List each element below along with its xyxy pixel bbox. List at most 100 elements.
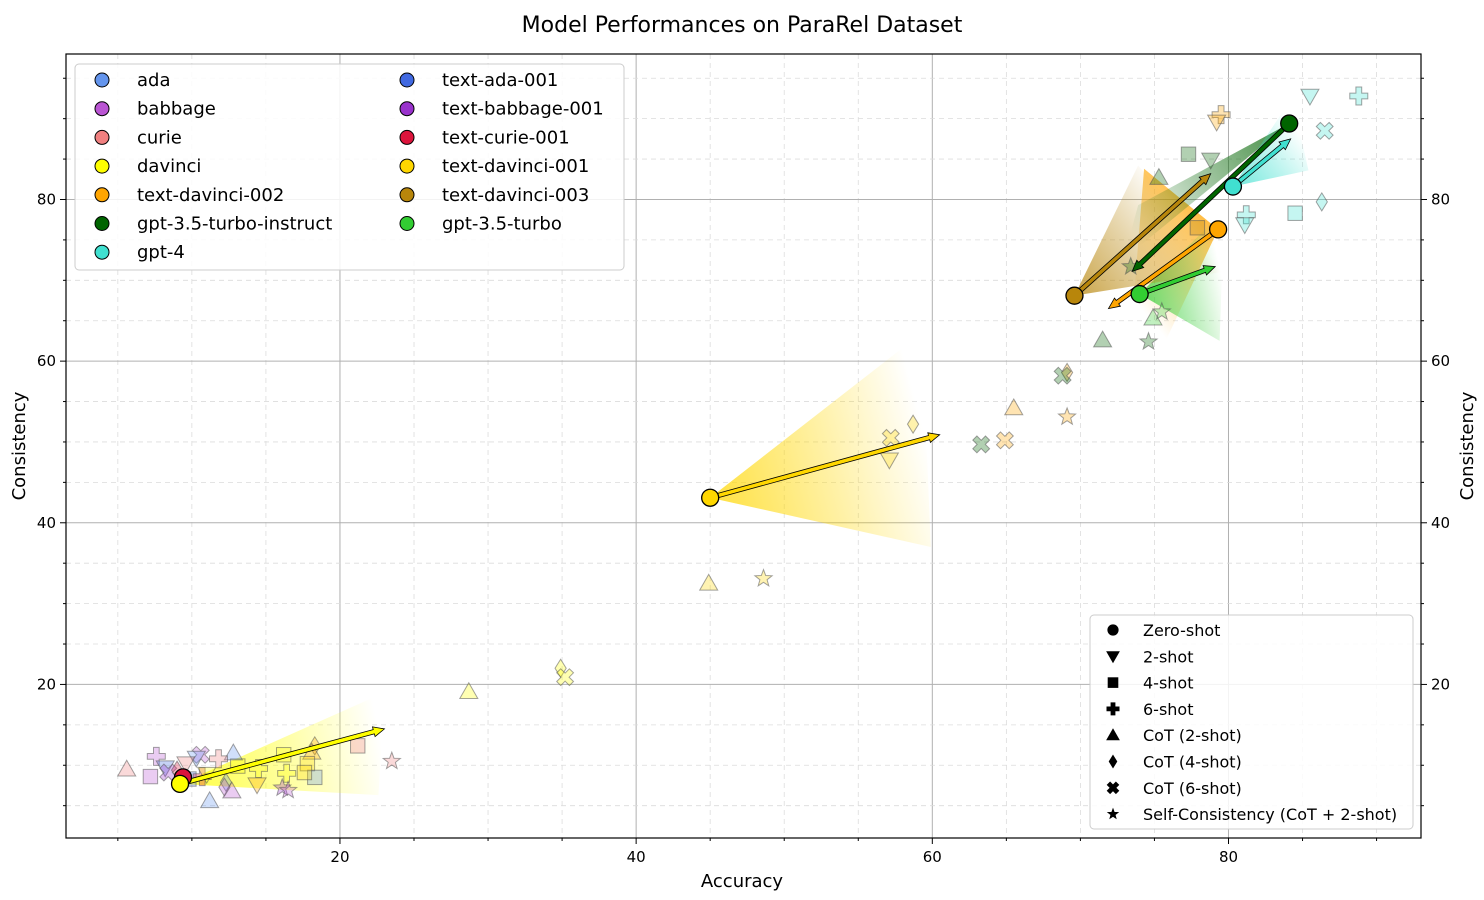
data-point bbox=[199, 790, 220, 809]
zero-shot-point bbox=[1208, 220, 1228, 239]
data-point bbox=[1211, 105, 1231, 125]
model-legend-marker bbox=[399, 129, 415, 145]
model-legend-marker bbox=[399, 187, 415, 203]
data-point bbox=[1234, 217, 1255, 235]
model-legend-label: text-curie-001 bbox=[442, 127, 570, 148]
shift-arrows bbox=[179, 121, 1292, 787]
y-tick-label: 40 bbox=[37, 514, 56, 532]
setting-legend-marker bbox=[1107, 624, 1119, 636]
setting-legend-marker bbox=[1107, 677, 1119, 688]
setting-legend-label: Self-Consistency (CoT + 2-shot) bbox=[1143, 805, 1397, 824]
axis-ticks: 20 40 60 80 20 20 40 40 60 60 80 80 bbox=[37, 77, 1450, 866]
data-point bbox=[1315, 191, 1328, 212]
setting-legend-label: CoT (2-shot) bbox=[1143, 726, 1242, 745]
setting-legend-label: 4-shot bbox=[1143, 674, 1194, 693]
model-legend-marker bbox=[399, 101, 415, 117]
data-point bbox=[381, 750, 402, 770]
data-point bbox=[1003, 398, 1024, 416]
setting-legend-marker bbox=[1106, 807, 1120, 820]
zero-shot-point bbox=[1065, 286, 1084, 305]
zero-shot-point bbox=[701, 488, 720, 507]
data-point bbox=[1151, 301, 1172, 321]
data-point bbox=[698, 573, 719, 591]
data-point bbox=[247, 777, 267, 795]
data-point bbox=[191, 745, 210, 764]
data-point bbox=[1057, 406, 1077, 426]
data-point bbox=[1092, 330, 1113, 348]
data-point bbox=[223, 743, 244, 761]
x-tick-label: 80 bbox=[1219, 848, 1238, 866]
zero-shot-point bbox=[170, 774, 190, 793]
setting-legend-marker bbox=[1106, 702, 1120, 716]
model-legend-marker bbox=[399, 216, 415, 231]
data-point bbox=[1300, 88, 1320, 107]
data-point bbox=[1200, 152, 1221, 170]
data-point bbox=[1053, 366, 1072, 385]
model-legend-label: gpt-4 bbox=[137, 242, 185, 263]
setting-legend-label: 6-shot bbox=[1143, 700, 1194, 719]
setting-legend-marker bbox=[1106, 781, 1120, 795]
shift-arrow bbox=[179, 726, 386, 787]
y-axis-label-right: Consistency bbox=[1457, 391, 1478, 500]
y-tick-label: 80 bbox=[37, 190, 56, 208]
x-tick-label: 60 bbox=[923, 848, 942, 866]
data-point bbox=[1315, 121, 1334, 140]
data-point bbox=[1138, 331, 1159, 351]
model-legend-marker bbox=[399, 72, 415, 88]
zero-shot-points bbox=[170, 114, 1299, 793]
data-point bbox=[1180, 146, 1197, 162]
y-tick-label-right: 80 bbox=[1431, 190, 1450, 208]
model-legend-label: text-davinci-003 bbox=[442, 185, 589, 206]
data-point bbox=[555, 668, 575, 687]
shift-arrow bbox=[1138, 265, 1217, 297]
model-legend-label: gpt-3.5-turbo bbox=[442, 214, 562, 235]
data-point bbox=[186, 750, 207, 768]
model-legend-label: babbage bbox=[137, 99, 216, 120]
setting-legend-label: CoT (6-shot) bbox=[1143, 779, 1242, 798]
model-legend-marker bbox=[94, 216, 110, 231]
data-point bbox=[278, 779, 299, 799]
chart-title: Model Performances on ParaRel Dataset bbox=[522, 13, 963, 38]
data-point bbox=[1287, 205, 1303, 221]
data-point bbox=[1149, 167, 1169, 185]
data-point bbox=[209, 749, 228, 769]
model-legend-label: text-davinci-002 bbox=[137, 185, 284, 206]
model-legend-marker bbox=[94, 101, 110, 117]
data-point bbox=[906, 414, 920, 435]
data-point bbox=[221, 781, 242, 799]
x-axis-label: Accuracy bbox=[701, 871, 784, 892]
shift-arrow bbox=[1072, 172, 1212, 298]
data-point bbox=[296, 764, 313, 781]
y-tick-label-right: 60 bbox=[1431, 352, 1450, 370]
data-point bbox=[350, 738, 366, 754]
data-point bbox=[995, 431, 1015, 450]
setting-legend-marker bbox=[1106, 651, 1120, 664]
y-tick-label-right: 40 bbox=[1431, 514, 1450, 532]
model-legend-box bbox=[74, 63, 625, 271]
data-point bbox=[1060, 362, 1074, 383]
setting-legend-label: Zero-shot bbox=[1143, 621, 1220, 640]
setting-legend-marker bbox=[1106, 728, 1120, 741]
zero-shot-point bbox=[1223, 177, 1243, 196]
model-legend-marker bbox=[399, 158, 415, 174]
y-tick-label-right: 20 bbox=[1431, 675, 1450, 693]
y-tick-label: 60 bbox=[37, 352, 56, 370]
prompted-points bbox=[116, 86, 1369, 809]
data-point bbox=[176, 756, 196, 774]
model-legend-label: davinci bbox=[137, 156, 201, 177]
data-point bbox=[972, 435, 991, 454]
model-legend: ada babbage curie davinci text-davinci-002 gp… bbox=[74, 63, 625, 271]
setting-legend-marker bbox=[1108, 754, 1118, 769]
model-legend-marker bbox=[94, 72, 110, 88]
zero-shot-point bbox=[1130, 284, 1149, 304]
model-legend-marker bbox=[94, 129, 110, 145]
data-point bbox=[458, 681, 479, 699]
data-point bbox=[881, 428, 900, 448]
data-point bbox=[1206, 114, 1227, 132]
model-legend-label: gpt-3.5-turbo-instruct bbox=[137, 214, 332, 235]
shift-arrow bbox=[1230, 138, 1292, 189]
model-legend-marker bbox=[94, 187, 110, 203]
data-point bbox=[1189, 220, 1206, 236]
model-legend-marker bbox=[94, 244, 110, 260]
